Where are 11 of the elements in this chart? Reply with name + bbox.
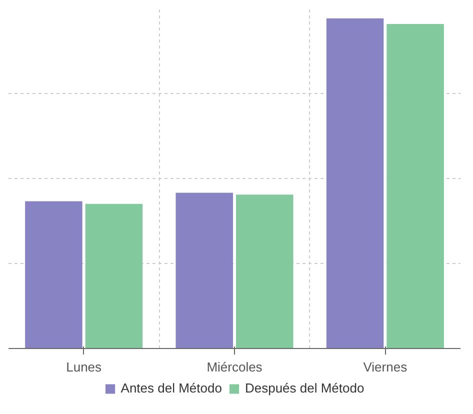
bar	[326, 18, 384, 348]
legend-label: Antes del Método	[120, 380, 222, 396]
bar	[176, 192, 233, 348]
bar	[25, 201, 82, 348]
bar	[236, 194, 294, 348]
bar	[85, 204, 143, 348]
x-tick-label: Miércoles	[206, 360, 263, 374]
legend-label: Después del Método	[244, 380, 364, 396]
x-tick-label: Lunes	[66, 360, 102, 374]
bar	[386, 24, 444, 348]
x-tick-label: Viernes	[363, 360, 408, 374]
